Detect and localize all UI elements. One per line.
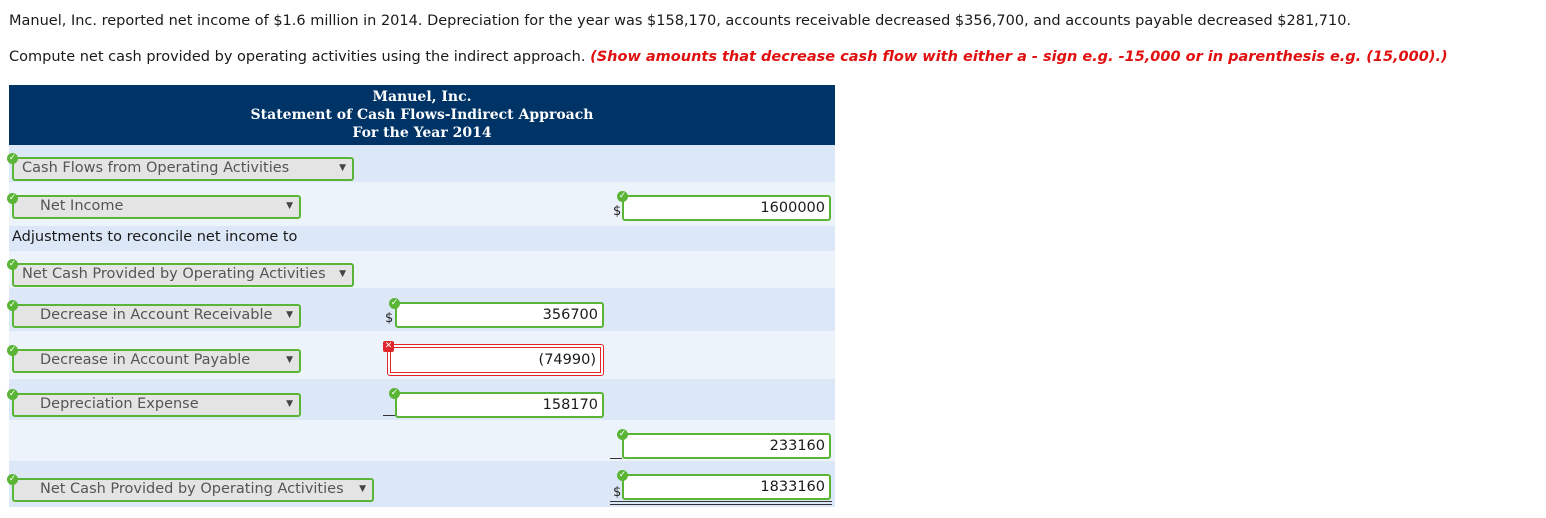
net-cash-input[interactable]: 1833160 bbox=[622, 474, 831, 500]
net-income-select-label: Net Income bbox=[40, 198, 124, 214]
check-icon: ✓ bbox=[7, 259, 18, 270]
row-accounts-payable: Decrease in Account Payable ▼ ✓ (74990) … bbox=[7, 331, 835, 379]
accounts-payable-select[interactable]: Decrease in Account Payable ▼ bbox=[12, 349, 301, 373]
accounts-receivable-input[interactable]: 356700 bbox=[395, 302, 604, 328]
statement-period: For the Year 2014 bbox=[352, 125, 492, 141]
depreciation-select-label: Depreciation Expense bbox=[40, 396, 199, 412]
check-icon: ✓ bbox=[7, 474, 18, 485]
accounts-receivable-select-label: Decrease in Account Receivable bbox=[40, 307, 273, 323]
check-icon: ✓ bbox=[7, 300, 18, 311]
adjustments-select-label: Net Cash Provided by Operating Activitie… bbox=[22, 266, 326, 282]
currency-symbol: $ bbox=[613, 204, 622, 219]
total-adjustments-input[interactable]: 233160 bbox=[622, 433, 831, 459]
chevron-down-icon: ▼ bbox=[286, 355, 293, 365]
depreciation-select[interactable]: Depreciation Expense ▼ bbox=[12, 393, 301, 417]
statement-title: Statement of Cash Flows-Indirect Approac… bbox=[250, 107, 594, 123]
double-underline bbox=[610, 501, 832, 505]
check-icon: ✓ bbox=[617, 470, 628, 481]
instruction-text: Compute net cash provided by operating a… bbox=[9, 49, 1448, 65]
chevron-down-icon: ▼ bbox=[286, 201, 293, 211]
check-icon: ✓ bbox=[617, 429, 628, 440]
accounts-receivable-select[interactable]: Decrease in Account Receivable ▼ bbox=[12, 304, 301, 328]
net-cash-select-label: Net Cash Provided by Operating Activitie… bbox=[40, 481, 344, 497]
chevron-down-icon: ▼ bbox=[339, 163, 346, 173]
underline bbox=[610, 458, 622, 459]
accounts-payable-select-label: Decrease in Account Payable bbox=[40, 352, 251, 368]
check-icon: ✓ bbox=[7, 153, 18, 164]
check-icon: ✓ bbox=[7, 193, 18, 204]
question-text: Manuel, Inc. reported net income of $1.6… bbox=[9, 13, 1352, 29]
check-icon: ✓ bbox=[7, 345, 18, 356]
net-cash-select[interactable]: Net Cash Provided by Operating Activitie… bbox=[12, 478, 374, 502]
net-income-select[interactable]: Net Income ▼ bbox=[12, 195, 301, 219]
check-icon: ✓ bbox=[389, 388, 400, 399]
instruction-main: Compute net cash provided by operating a… bbox=[9, 49, 586, 65]
section-select[interactable]: Cash Flows from Operating Activities ▼ bbox=[12, 157, 354, 181]
check-icon: ✓ bbox=[7, 389, 18, 400]
row-net-cash: Net Cash Provided by Operating Activitie… bbox=[7, 461, 835, 507]
adjustments-select[interactable]: Net Cash Provided by Operating Activitie… bbox=[12, 263, 354, 287]
row-adjustments-label: Adjustments to reconcile net income to bbox=[9, 226, 835, 251]
currency-symbol: $ bbox=[385, 311, 394, 326]
row-net-income: Net Income ▼ ✓ $ 1600000 ✓ bbox=[7, 182, 835, 226]
section-select-label: Cash Flows from Operating Activities bbox=[22, 160, 290, 176]
chevron-down-icon: ▼ bbox=[286, 399, 293, 409]
chevron-down-icon: ▼ bbox=[286, 310, 293, 320]
statement-header: Manuel, Inc. Statement of Cash Flows-Ind… bbox=[9, 85, 835, 145]
instruction-note: (Show amounts that decrease cash flow wi… bbox=[590, 49, 1448, 65]
check-icon: ✓ bbox=[389, 298, 400, 309]
row-adjustments-select: Net Cash Provided by Operating Activitie… bbox=[7, 251, 835, 288]
chevron-down-icon: ▼ bbox=[359, 484, 366, 494]
adjustments-label: Adjustments to reconcile net income to bbox=[12, 229, 298, 245]
row-accounts-receivable: Decrease in Account Receivable ▼ ✓ $ 356… bbox=[7, 288, 835, 331]
row-total-adjustments: 233160 ✓ bbox=[9, 420, 835, 461]
net-income-input[interactable]: 1600000 bbox=[622, 195, 831, 221]
depreciation-input[interactable]: 158170 bbox=[395, 392, 604, 418]
accounts-payable-input[interactable]: (74990) bbox=[387, 344, 604, 376]
check-icon: ✓ bbox=[617, 191, 628, 202]
x-icon: ✕ bbox=[383, 341, 394, 352]
currency-symbol: $ bbox=[613, 485, 622, 500]
chevron-down-icon: ▼ bbox=[339, 269, 346, 279]
row-depreciation: Depreciation Expense ▼ ✓ 158170 ✓ bbox=[7, 379, 835, 420]
underline bbox=[383, 415, 395, 416]
row-section: Cash Flows from Operating Activities ▼ ✓ bbox=[7, 145, 835, 182]
company-name: Manuel, Inc. bbox=[372, 89, 472, 105]
